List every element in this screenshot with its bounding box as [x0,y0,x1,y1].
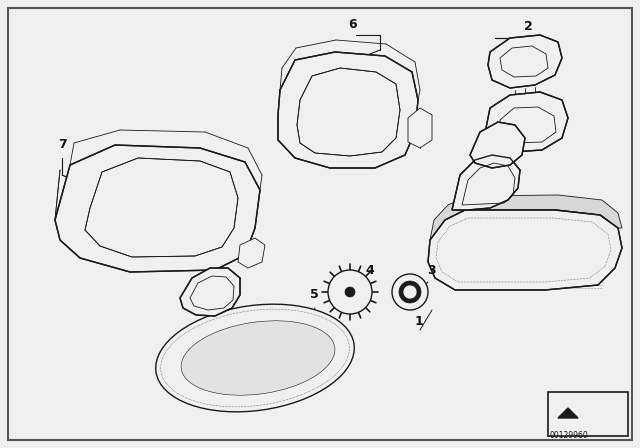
Circle shape [403,285,417,299]
Bar [548,392,628,436]
Polygon shape [278,52,418,168]
Polygon shape [238,238,265,268]
Text: 3: 3 [427,264,436,277]
Circle shape [392,274,428,310]
Polygon shape [428,210,622,290]
Text: 2: 2 [524,20,532,33]
Polygon shape [486,92,568,152]
Polygon shape [55,145,260,272]
Text: 00129960: 00129960 [549,431,588,440]
Polygon shape [85,158,238,257]
Polygon shape [180,268,240,316]
Circle shape [399,281,421,303]
Polygon shape [297,68,400,156]
Text: 6: 6 [348,18,356,31]
Text: 1: 1 [415,315,424,328]
Polygon shape [408,108,432,148]
Text: 4: 4 [365,264,374,277]
Circle shape [328,270,372,314]
Circle shape [345,287,355,297]
Text: 5: 5 [310,288,319,301]
Polygon shape [470,122,525,168]
Text: 7: 7 [58,138,67,151]
Polygon shape [488,35,562,88]
Ellipse shape [181,321,335,395]
Polygon shape [430,195,622,240]
Polygon shape [558,408,578,418]
Ellipse shape [156,304,355,412]
Polygon shape [452,155,520,210]
